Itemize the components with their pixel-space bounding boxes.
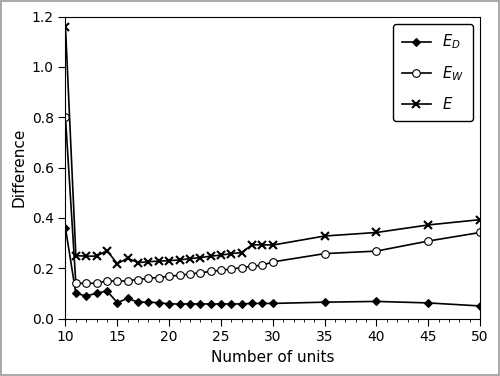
$E_W$	[176, 273, 182, 277]
$E_D$	[218, 302, 224, 306]
$E$	[197, 255, 203, 260]
$E_W$	[83, 281, 89, 285]
$E$	[104, 248, 110, 253]
$E_W$	[197, 270, 203, 275]
Line: $E$: $E$	[62, 23, 484, 268]
$E_D$	[166, 302, 172, 306]
$E_W$	[156, 275, 162, 280]
$E$	[426, 223, 432, 227]
$E_D$	[146, 300, 152, 305]
$E_D$	[238, 302, 244, 306]
$E_W$	[249, 264, 255, 268]
$E$	[156, 259, 162, 264]
$E$	[270, 243, 276, 247]
$E$	[322, 234, 328, 238]
$E_D$	[156, 300, 162, 305]
$E_W$	[322, 252, 328, 256]
$E_W$	[426, 239, 432, 243]
Line: $E_W$: $E_W$	[62, 114, 484, 287]
$E_D$	[426, 301, 432, 305]
$E$	[249, 243, 255, 247]
$E_D$	[374, 299, 380, 304]
$E_W$	[94, 281, 100, 285]
$E_D$	[270, 301, 276, 306]
$E_D$	[228, 302, 234, 306]
Legend: $E_D$, $E_W$, $E$: $E_D$, $E_W$, $E$	[393, 24, 473, 121]
$E_W$	[260, 263, 266, 267]
$E_D$	[135, 300, 141, 305]
$E_D$	[249, 301, 255, 306]
$E_W$	[73, 281, 79, 285]
$E_D$	[62, 226, 68, 230]
$E$	[374, 230, 380, 235]
$E$	[83, 254, 89, 258]
$E_D$	[197, 302, 203, 306]
$E_W$	[187, 272, 193, 276]
$E_D$	[83, 294, 89, 298]
$E_W$	[228, 267, 234, 271]
$E$	[73, 253, 79, 258]
Line: $E_D$: $E_D$	[62, 225, 484, 309]
$E$	[62, 24, 68, 29]
$E_W$	[208, 269, 214, 274]
$E_D$	[124, 296, 130, 301]
$E_D$	[477, 304, 483, 308]
$E_W$	[62, 115, 68, 120]
$E$	[238, 250, 244, 255]
$E$	[218, 253, 224, 258]
$E$	[187, 256, 193, 261]
$E$	[135, 261, 141, 265]
$E_W$	[374, 249, 380, 253]
$E_W$	[270, 260, 276, 264]
Y-axis label: Difference: Difference	[11, 128, 26, 207]
$E_D$	[260, 301, 266, 306]
$E_W$	[135, 277, 141, 282]
$E_W$	[238, 265, 244, 270]
$E$	[176, 258, 182, 262]
$E_D$	[94, 291, 100, 296]
$E$	[208, 254, 214, 258]
$E_W$	[104, 279, 110, 283]
$E_D$	[73, 291, 79, 296]
$E$	[114, 261, 120, 266]
$E_D$	[208, 302, 214, 306]
$E_D$	[322, 300, 328, 305]
$E$	[260, 243, 266, 247]
$E$	[124, 256, 130, 261]
$E$	[228, 252, 234, 256]
$E_W$	[114, 279, 120, 284]
$E_D$	[114, 300, 120, 305]
$E_W$	[218, 268, 224, 273]
$E_W$	[146, 276, 152, 280]
X-axis label: Number of units: Number of units	[211, 350, 334, 365]
$E$	[94, 254, 100, 258]
$E$	[166, 258, 172, 263]
$E_D$	[176, 302, 182, 306]
$E$	[477, 217, 483, 222]
$E_W$	[124, 279, 130, 283]
$E_W$	[166, 274, 172, 279]
$E_D$	[104, 289, 110, 293]
$E_W$	[477, 230, 483, 235]
$E$	[146, 259, 152, 264]
$E_D$	[187, 302, 193, 306]
